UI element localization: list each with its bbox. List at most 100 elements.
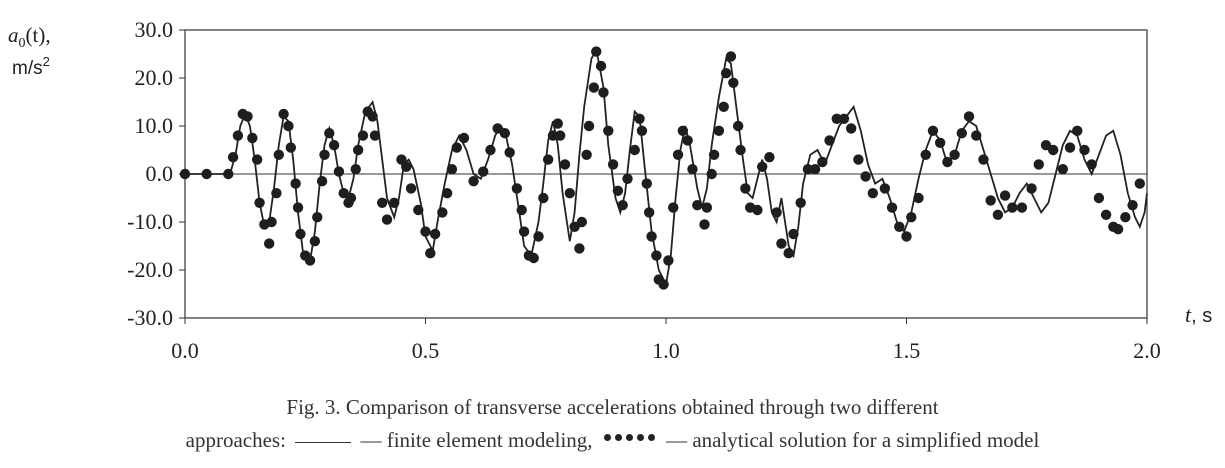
data-point <box>708 149 720 160</box>
data-point <box>309 236 321 247</box>
data-point <box>752 204 763 216</box>
data-point <box>699 219 710 230</box>
data-point <box>687 164 698 175</box>
data-point <box>369 130 381 141</box>
svg-text:m/s2: m/s2 <box>12 54 50 79</box>
data-point <box>1072 125 1083 136</box>
data-point <box>942 156 953 168</box>
data-point <box>283 120 294 132</box>
data-point <box>622 173 633 184</box>
data-point <box>425 248 436 259</box>
data-point <box>1079 144 1090 156</box>
data-point <box>458 132 470 144</box>
data-point <box>292 202 304 213</box>
data-point <box>499 128 511 139</box>
data-point <box>504 147 515 158</box>
data-point <box>802 164 814 175</box>
data-point <box>920 149 931 160</box>
data-point <box>401 161 412 172</box>
data-point <box>643 207 655 218</box>
data-point <box>949 149 960 160</box>
data-point <box>629 144 640 156</box>
data-point <box>333 166 345 177</box>
data-point <box>554 130 566 141</box>
y-tick-label: -30.0 <box>127 305 173 330</box>
data-point <box>701 202 713 213</box>
data-point <box>312 212 323 223</box>
data-point <box>352 144 364 156</box>
chart: a0(t), m/s2 30.0 20.0 10.0 0.0 -10.0 -20.0 -30… <box>8 17 1212 363</box>
data-point <box>278 108 289 120</box>
data-point <box>598 87 609 98</box>
data-point <box>783 248 794 259</box>
data-point <box>771 207 782 218</box>
data-point <box>441 188 453 199</box>
series-line-finite-element <box>185 46 1148 288</box>
data-point <box>886 202 898 213</box>
x-tick-label: 2.0 <box>1133 338 1161 363</box>
data-point <box>740 183 751 194</box>
data-point <box>446 164 458 175</box>
data-point <box>511 183 523 194</box>
data-point <box>381 214 393 225</box>
data-point <box>692 200 703 211</box>
data-point <box>271 188 282 199</box>
y-tick-label: -20.0 <box>127 257 173 282</box>
y-tick-label: -10.0 <box>127 209 173 234</box>
data-point <box>367 111 378 122</box>
data-point <box>718 101 729 113</box>
data-point <box>263 238 275 249</box>
data-point <box>420 226 431 237</box>
figure-caption-line2: approaches: — finite element modeling, —… <box>0 428 1225 453</box>
data-point <box>273 149 284 160</box>
data-point <box>757 161 768 172</box>
data-point <box>201 168 212 180</box>
x-tick-labels: 0.0 0.5 1.0 1.5 2.0 <box>171 318 1161 363</box>
data-point <box>319 149 330 160</box>
data-point <box>179 168 191 180</box>
data-point <box>879 183 891 194</box>
y-tick-label: 10.0 <box>135 113 174 138</box>
y-axis-label: a0(t), m/s2 <box>8 23 51 79</box>
data-point <box>516 204 527 216</box>
y-tick-label: 0.0 <box>146 161 174 186</box>
data-point <box>732 120 744 132</box>
data-point <box>735 144 746 156</box>
data-point <box>533 231 544 242</box>
y-tick-label: 20.0 <box>135 65 174 90</box>
data-point <box>612 185 624 196</box>
data-point <box>345 192 357 204</box>
data-point <box>328 140 340 151</box>
data-point <box>634 113 645 125</box>
data-point <box>564 188 575 199</box>
data-point <box>845 123 857 134</box>
data-point <box>725 51 737 62</box>
data-point <box>350 164 361 175</box>
caption-fem: — finite element modeling, <box>360 428 593 452</box>
data-point <box>999 190 1011 201</box>
data-point <box>389 197 400 208</box>
data-point <box>824 135 835 146</box>
data-point <box>795 197 806 208</box>
data-point <box>254 197 265 208</box>
data-point <box>223 168 234 180</box>
data-point <box>963 111 975 122</box>
data-point <box>591 46 602 57</box>
data-point <box>788 228 799 240</box>
data-point <box>1134 178 1145 189</box>
data-point <box>646 231 657 242</box>
data-point <box>290 178 301 189</box>
data-point <box>956 128 968 139</box>
data-point <box>728 77 739 89</box>
data-point <box>588 82 600 93</box>
data-point <box>429 228 441 240</box>
data-point <box>809 164 821 175</box>
data-point <box>518 226 530 237</box>
y-tick-labels: 30.0 20.0 10.0 0.0 -10.0 -20.0 -30.0 <box>127 17 185 330</box>
data-point <box>242 111 253 122</box>
data-point <box>853 154 864 165</box>
data-point <box>437 207 448 218</box>
x-tick-label: 0.5 <box>412 338 440 363</box>
data-point <box>658 279 669 290</box>
data-point <box>357 130 369 141</box>
